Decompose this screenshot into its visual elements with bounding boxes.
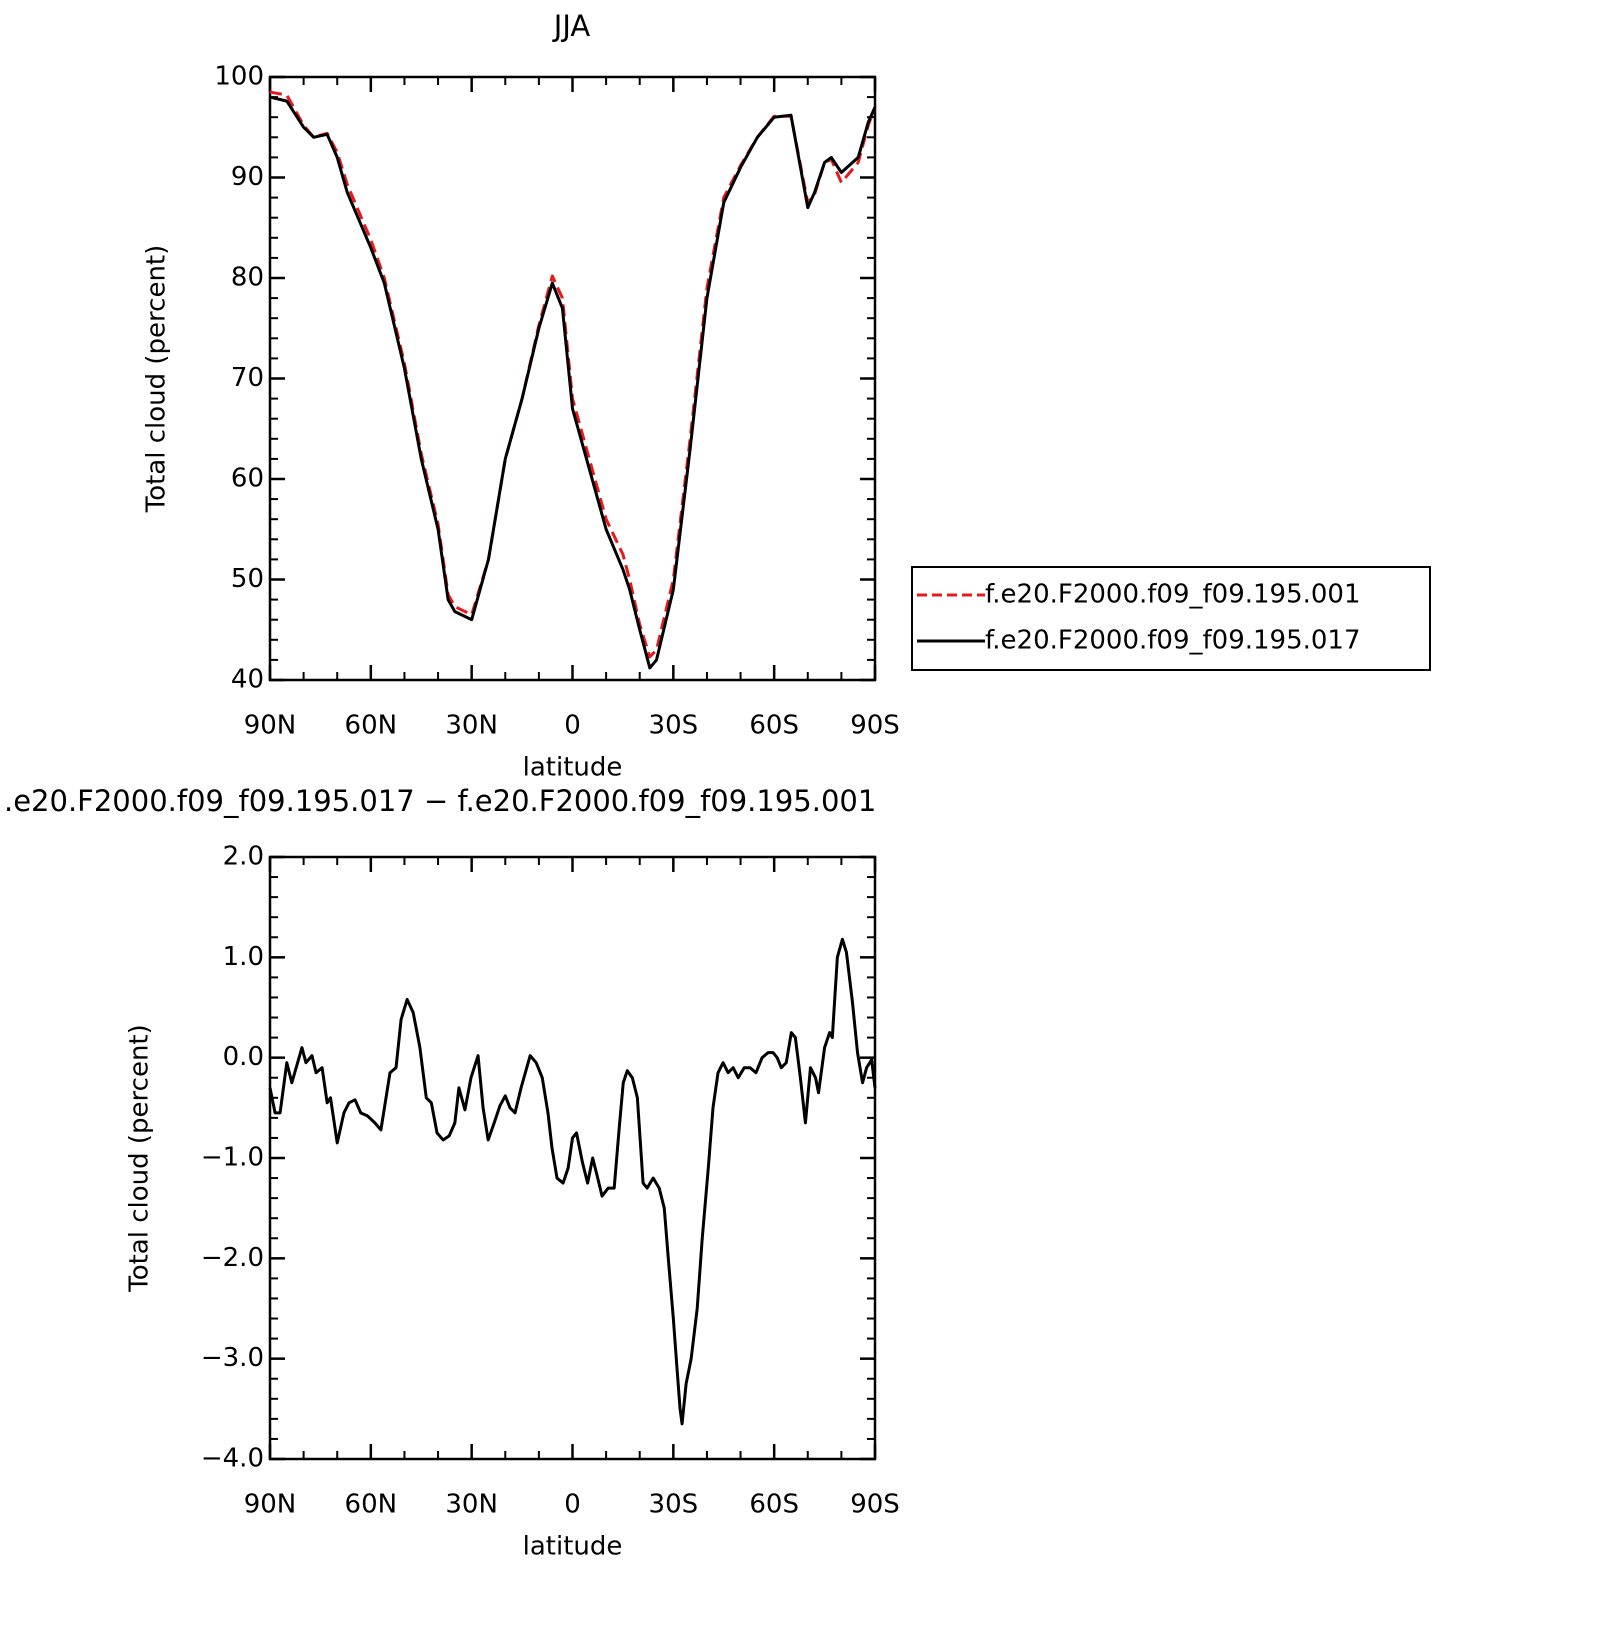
y-tick-label: 100 (214, 62, 264, 92)
x-tick-label: 60S (749, 711, 799, 741)
y-tick-label: 60 (231, 464, 264, 494)
x-tick-label: 90S (850, 1490, 900, 1520)
y-tick-label: 90 (231, 162, 264, 192)
data-line (268, 937, 877, 1426)
legend-label: f.e20.F2000.f09_f09.195.017 (985, 626, 1361, 656)
x-axis-label: latitude (523, 1532, 623, 1562)
y-tick-label: 40 (231, 665, 264, 695)
chart-title: .e20.F2000.f09_f09.195.017 − f.e20.F2000… (4, 784, 876, 818)
x-tick-label: 60N (345, 1490, 398, 1520)
x-tick-label: 90N (244, 1490, 297, 1520)
x-tick-label: 30N (445, 711, 498, 741)
data-line (269, 90, 877, 659)
y-axis-label: Total cloud (percent) (125, 1024, 155, 1293)
y-tick-label: 70 (231, 363, 264, 393)
x-tick-label: 0 (564, 1490, 581, 1520)
y-tick-label: 0.0 (223, 1042, 264, 1072)
legend-label: f.e20.F2000.f09_f09.195.001 (985, 580, 1361, 610)
plot-frame (268, 75, 877, 682)
x-tick-label: 90N (244, 711, 297, 741)
y-tick-label: −2.0 (201, 1243, 264, 1273)
data-line (269, 95, 877, 670)
y-tick-label: 1.0 (223, 942, 264, 972)
x-tick-label: 60N (345, 711, 398, 741)
x-axis-label: latitude (523, 753, 623, 783)
x-tick-label: 30S (649, 1490, 699, 1520)
legend-box (911, 566, 1431, 671)
y-axis-label: Total cloud (percent) (142, 245, 172, 514)
y-tick-label: 2.0 (223, 842, 264, 872)
x-tick-label: 0 (564, 711, 581, 741)
chart-title: JJA (552, 9, 591, 43)
plot-frame (268, 855, 877, 1461)
y-tick-label: −3.0 (201, 1343, 264, 1373)
y-tick-label: −1.0 (201, 1143, 264, 1173)
x-tick-label: 90S (850, 711, 900, 741)
x-tick-label: 30S (649, 711, 699, 741)
x-tick-label: 30N (445, 1490, 498, 1520)
y-tick-label: −4.0 (201, 1444, 264, 1474)
x-tick-label: 60S (749, 1490, 799, 1520)
y-tick-label: 50 (231, 564, 264, 594)
y-tick-label: 80 (231, 263, 264, 293)
